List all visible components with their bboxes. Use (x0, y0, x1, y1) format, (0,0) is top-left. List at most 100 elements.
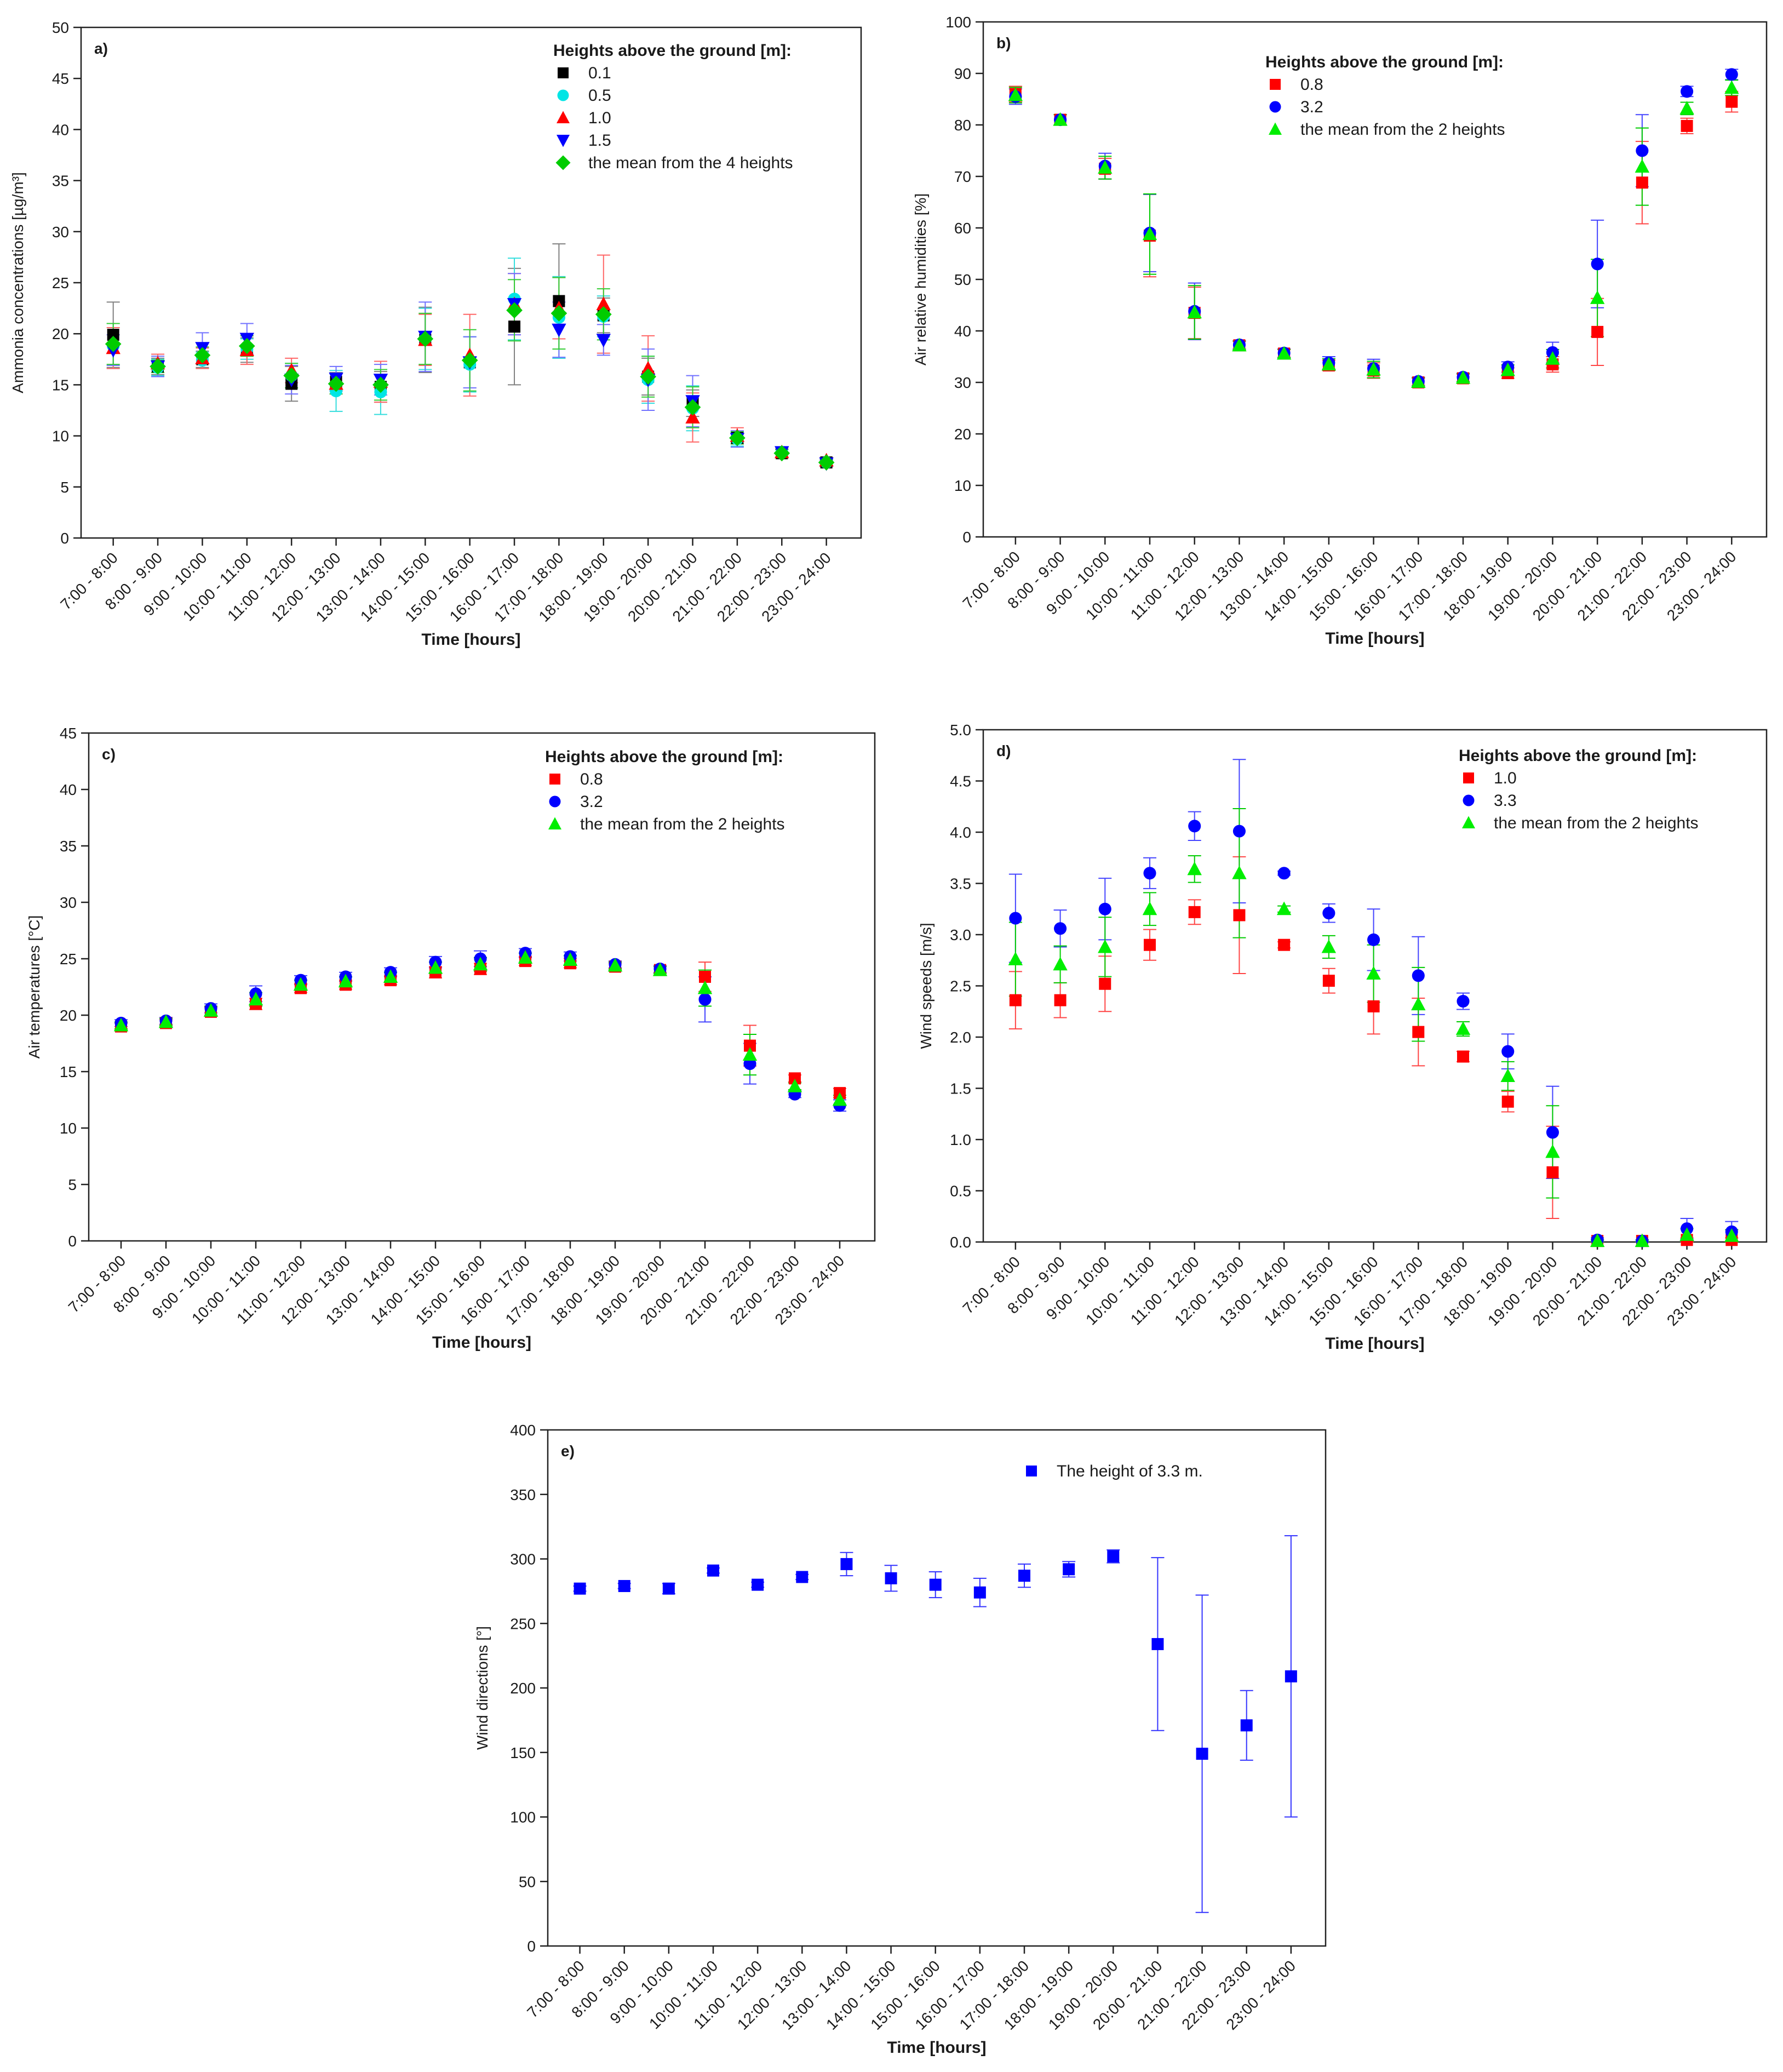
panel-label: b) (996, 35, 1011, 51)
data-point (338, 974, 353, 988)
y-tick-label: 100 (510, 1809, 536, 1826)
data-point (1457, 1050, 1469, 1063)
data-point (1411, 997, 1426, 1011)
data-point (1412, 969, 1425, 982)
legend-marker (1463, 772, 1474, 783)
y-tick-label: 350 (510, 1486, 536, 1503)
data-point (1724, 1228, 1739, 1242)
data-point (752, 1578, 764, 1591)
y-tick-label: 40 (954, 323, 971, 340)
y-tick-label: 300 (510, 1551, 536, 1568)
panel-label: e) (561, 1443, 575, 1459)
data-point (1188, 820, 1201, 833)
data-point (1322, 907, 1335, 920)
series-1-points (1009, 68, 1738, 388)
data-point (328, 375, 345, 392)
data-point (518, 950, 533, 964)
data-point (194, 347, 211, 364)
y-tick-label: 0.5 (950, 1183, 971, 1200)
data-point (461, 352, 478, 369)
data-point (1008, 87, 1023, 101)
legend-marker (1270, 79, 1281, 90)
data-point (563, 952, 578, 966)
series-4-points (105, 302, 835, 471)
data-point (1322, 975, 1335, 987)
legend-label: 0.8 (1300, 76, 1323, 94)
legend-title: Heights above the ground [m]: (553, 42, 792, 60)
data-point (652, 962, 668, 976)
data-point (1366, 966, 1381, 980)
data-point (1681, 85, 1694, 98)
series-2-points (1008, 861, 1739, 1247)
data-point (1501, 1045, 1515, 1058)
data-point (1725, 68, 1738, 81)
x-axis-title: Time [hours] (432, 1333, 531, 1352)
data-point (508, 320, 521, 333)
series-0 (573, 1535, 1298, 1913)
data-point (1591, 257, 1604, 271)
data-point (1054, 994, 1067, 1006)
y-axis-title: Wind directions [°] (474, 1626, 491, 1750)
legend-marker (1269, 122, 1282, 135)
data-point (742, 1047, 758, 1061)
x-axis-title: Time [hours] (1325, 1335, 1424, 1353)
data-point (1285, 1670, 1297, 1682)
legend-title: Heights above the ground [m]: (1459, 747, 1697, 765)
data-point (1142, 901, 1157, 915)
data-point (607, 958, 623, 972)
y-tick-label: 15 (52, 376, 69, 393)
y-tick-label: 1.0 (950, 1131, 971, 1148)
y-tick-label: 35 (60, 838, 77, 855)
data-point (1500, 1068, 1515, 1083)
data-point (618, 1579, 630, 1592)
plot-frame (982, 21, 1768, 538)
legend-label: 3.2 (1300, 98, 1323, 116)
data-point (1546, 1126, 1559, 1139)
data-point (698, 993, 712, 1006)
legend-label: the mean from the 2 heights (1494, 814, 1699, 832)
data-point (1008, 952, 1023, 965)
data-point (107, 329, 119, 341)
y-tick-label: 150 (510, 1744, 536, 1761)
y-tick-label: 4.5 (950, 773, 971, 790)
panel-label: d) (996, 742, 1011, 759)
y-tick-label: 2.5 (950, 978, 971, 995)
y-tick-label: 15 (60, 1063, 77, 1080)
data-point (417, 330, 434, 347)
data-point (1053, 112, 1068, 126)
data-point (640, 360, 656, 375)
data-point (885, 1572, 897, 1584)
y-tick-label: 3.0 (950, 926, 971, 943)
data-point (1724, 80, 1739, 94)
y-tick-label: 60 (954, 220, 971, 237)
plot-frame (547, 1429, 1327, 1947)
data-point (1054, 922, 1067, 935)
data-point (1725, 95, 1738, 108)
data-point (1321, 357, 1337, 371)
y-tick-label: 200 (510, 1680, 536, 1697)
y-tick-label: 20 (954, 426, 971, 443)
data-point (1278, 938, 1291, 951)
y-tick-label: 10 (954, 477, 971, 494)
y-tick-label: 10 (52, 428, 69, 445)
legend-label: 1.5 (588, 131, 611, 150)
series-0-points (115, 955, 846, 1100)
y-tick-label: 20 (60, 1007, 77, 1024)
data-point (929, 1578, 942, 1591)
legend-title: Heights above the ground [m]: (545, 748, 783, 766)
y-tick-label: 30 (52, 224, 69, 241)
series-1 (1008, 68, 1739, 386)
y-tick-label: 50 (52, 19, 69, 36)
data-point (203, 1003, 219, 1017)
data-point (1187, 861, 1202, 875)
data-point (1144, 938, 1156, 951)
legend-marker (549, 774, 560, 785)
data-point (1098, 939, 1113, 953)
data-point (1053, 957, 1068, 971)
data-point (729, 430, 746, 447)
y-tick-label: 50 (954, 271, 971, 288)
legend-marker (557, 89, 569, 101)
